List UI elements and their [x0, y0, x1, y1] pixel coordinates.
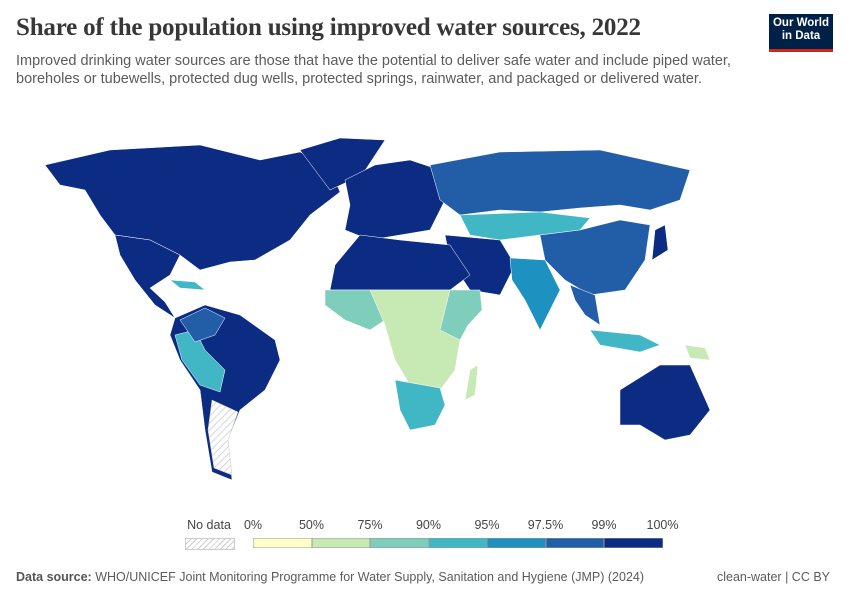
- region-russia[interactable]: [429, 149, 691, 216]
- region-south-asia[interactable]: [509, 257, 561, 331]
- region-japan[interactable]: [651, 224, 669, 261]
- region-australia[interactable]: [619, 364, 711, 441]
- region-china[interactable]: [539, 219, 651, 296]
- region-southeast-asia[interactable]: [569, 284, 601, 326]
- region-madagascar[interactable]: [464, 364, 479, 401]
- page-title: Share of the population using improved w…: [16, 14, 641, 41]
- legend-bin[interactable]: [428, 538, 487, 548]
- legend-bin[interactable]: [370, 538, 429, 548]
- region-caribbean[interactable]: [169, 279, 206, 291]
- legend-tick: 75%: [357, 518, 383, 532]
- legend-tick: 97.5%: [527, 518, 564, 532]
- legend-tick: 95%: [474, 518, 500, 532]
- region-png[interactable]: [684, 344, 711, 361]
- page-subtitle: Improved drinking water sources are thos…: [16, 53, 731, 87]
- legend-tick: 99%: [591, 518, 617, 532]
- region-greenland[interactable]: [299, 137, 386, 191]
- source-label: Data source:: [16, 570, 92, 584]
- region-colombia-venezuela[interactable]: [179, 307, 226, 343]
- region-east-africa[interactable]: [439, 289, 483, 341]
- region-southern-africa[interactable]: [394, 379, 446, 431]
- legend-bin[interactable]: [487, 538, 546, 548]
- source-text: WHO/UNICEF Joint Monitoring Programme fo…: [95, 570, 645, 584]
- legend-tick: 0%: [243, 518, 263, 532]
- world-map: [44, 137, 711, 481]
- data-source: Data source: WHO/UNICEF Joint Monitoring…: [16, 570, 644, 584]
- legend-bin[interactable]: [604, 538, 663, 548]
- legend-no-data-swatch: [185, 538, 235, 550]
- legend-bin[interactable]: [253, 538, 312, 548]
- legend-bin[interactable]: [545, 538, 604, 548]
- region-argentina-no-data[interactable]: [207, 399, 239, 476]
- region-europe[interactable]: [344, 159, 446, 241]
- region-indonesia[interactable]: [589, 329, 661, 353]
- legend-tick: 50%: [298, 518, 325, 532]
- legend-bin[interactable]: [311, 538, 370, 548]
- legend-tick: 90%: [415, 518, 442, 532]
- chart-slug[interactable]: clean-water | CC BY: [716, 570, 830, 584]
- legend-no-data-label: No data: [187, 518, 231, 532]
- owid-logo[interactable]: Our World in Data: [769, 14, 833, 52]
- region-north-america[interactable]: [44, 144, 341, 271]
- legend-tick: 100%: [646, 518, 679, 532]
- region-mexico-central-america[interactable]: [114, 234, 181, 319]
